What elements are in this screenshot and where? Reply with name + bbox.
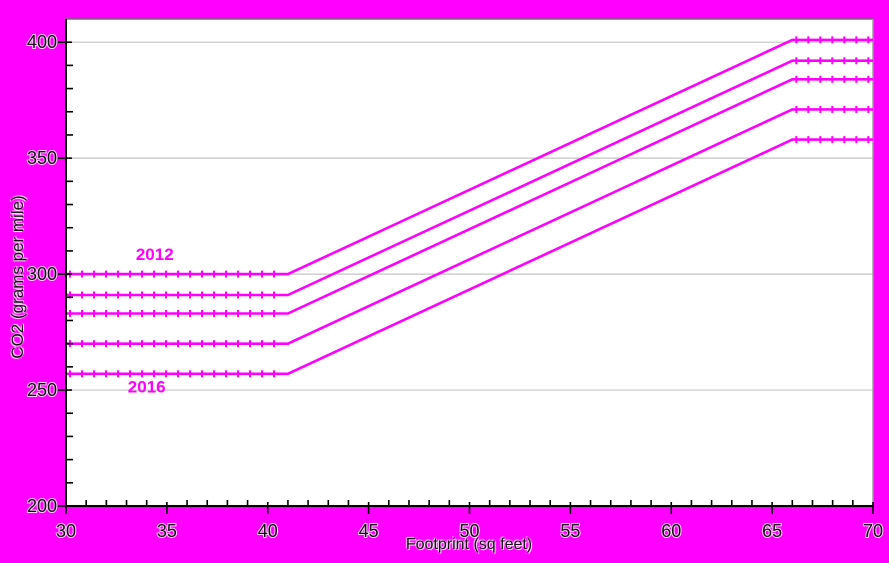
x-tick-label: 55: [560, 521, 580, 541]
ticks: [58, 41, 874, 514]
x-tick-label: 30: [56, 521, 76, 541]
y-axis-title: CO2 (grams per mile): [8, 195, 27, 359]
series-2013: [66, 57, 873, 299]
series-2014: [66, 75, 873, 318]
y-tick-label: 200: [27, 496, 57, 516]
series-year-label: 2016: [128, 377, 166, 396]
y-tick-label: 350: [27, 148, 57, 168]
x-tick-label: 50: [459, 521, 479, 541]
series-2012: [66, 36, 873, 278]
y-tick-label: 400: [27, 32, 57, 52]
y-tick-label: 250: [27, 380, 57, 400]
series-2015: [66, 105, 873, 348]
x-tick-label: 70: [863, 521, 883, 541]
plot-area: [66, 19, 873, 506]
x-tick-labels: 30 35 40 45 50 55 60 65 70: [55, 520, 884, 542]
y-tick-labels: 200 250 300 350 400: [26, 31, 58, 517]
x-tick-label: 35: [157, 521, 177, 541]
x-tick-label: 45: [359, 521, 379, 541]
y-tick-label: 300: [27, 264, 57, 284]
x-tick-label: 60: [661, 521, 681, 541]
x-tick-label: 40: [258, 521, 278, 541]
series-2016: [66, 136, 873, 378]
x-tick-label: 65: [762, 521, 782, 541]
x-axis-title: Footprint (sq feet): [405, 536, 533, 553]
series-year-label: 2012: [136, 245, 174, 264]
